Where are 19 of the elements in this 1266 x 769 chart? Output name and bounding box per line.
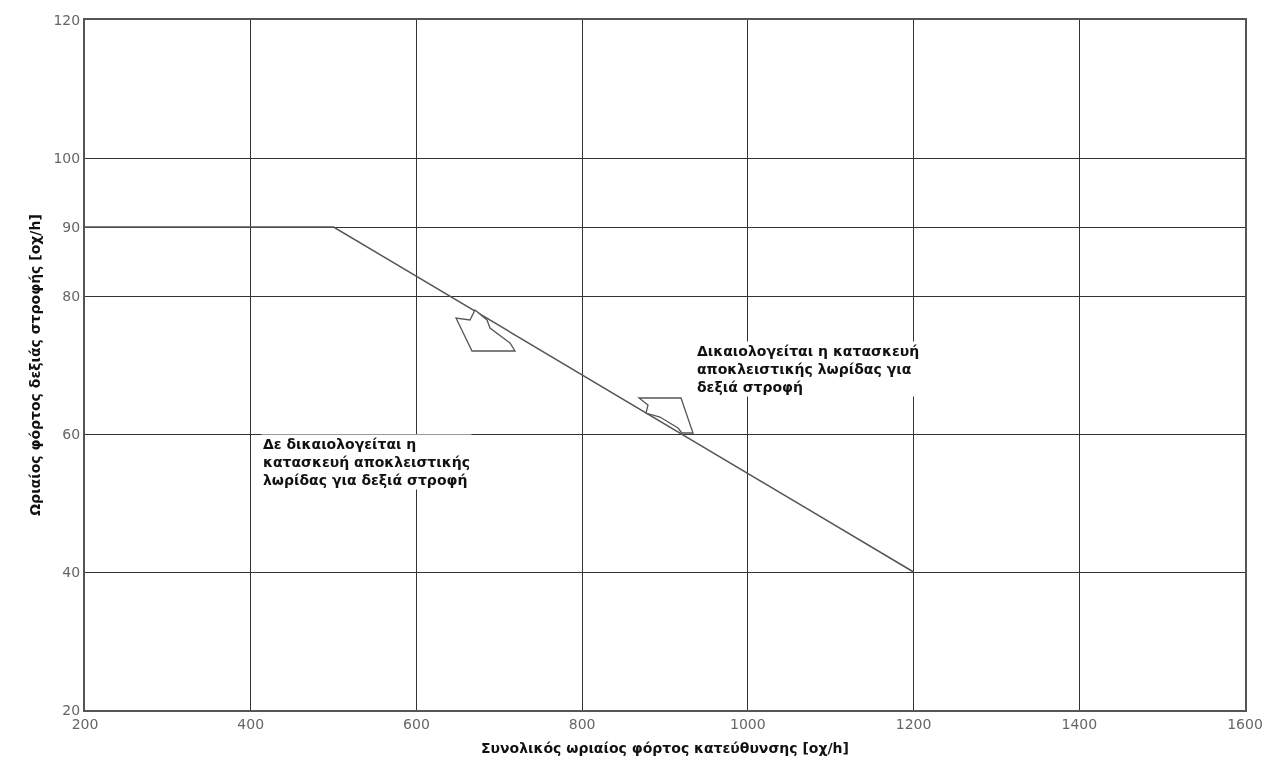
y-tick-label: 80 <box>62 287 81 304</box>
x-tick-label: 600 <box>403 715 430 732</box>
x-tick-label: 1200 <box>895 715 932 732</box>
x-tick-label: 400 <box>237 715 265 732</box>
y-tick-label: 20 <box>62 701 81 718</box>
x-tick-label: 200 <box>71 715 99 732</box>
x-axis-title: Συνολικός ωριαίος φόρτος κατεύθυνσης [οχ/h] <box>481 739 849 756</box>
y-tick-label: 120 <box>53 11 81 28</box>
x-tick-label: 1000 <box>730 715 766 732</box>
y-tick-label: 100 <box>53 149 81 166</box>
y-tick-label: 90 <box>62 218 81 235</box>
annotation: Δε δικαιολογείται η κατασκευή αποκλειστικής λωρίδας για δεξιά στροφή <box>263 436 470 489</box>
x-tick-label: 800 <box>568 715 596 732</box>
y-tick-label: 60 <box>62 425 81 442</box>
x-tick-label: 1400 <box>1061 715 1098 732</box>
y-tick-label: 40 <box>62 563 81 580</box>
x-tick-label: 1600 <box>1227 715 1263 732</box>
y-axis-title: Ωριαίος φόρτος δεξιάς στροφής [οχ/h] <box>26 214 43 516</box>
annotation: Δικαιολογείται η κατασκευή αποκλειστικής λωρίδας για δεξιά στροφή <box>697 343 920 396</box>
